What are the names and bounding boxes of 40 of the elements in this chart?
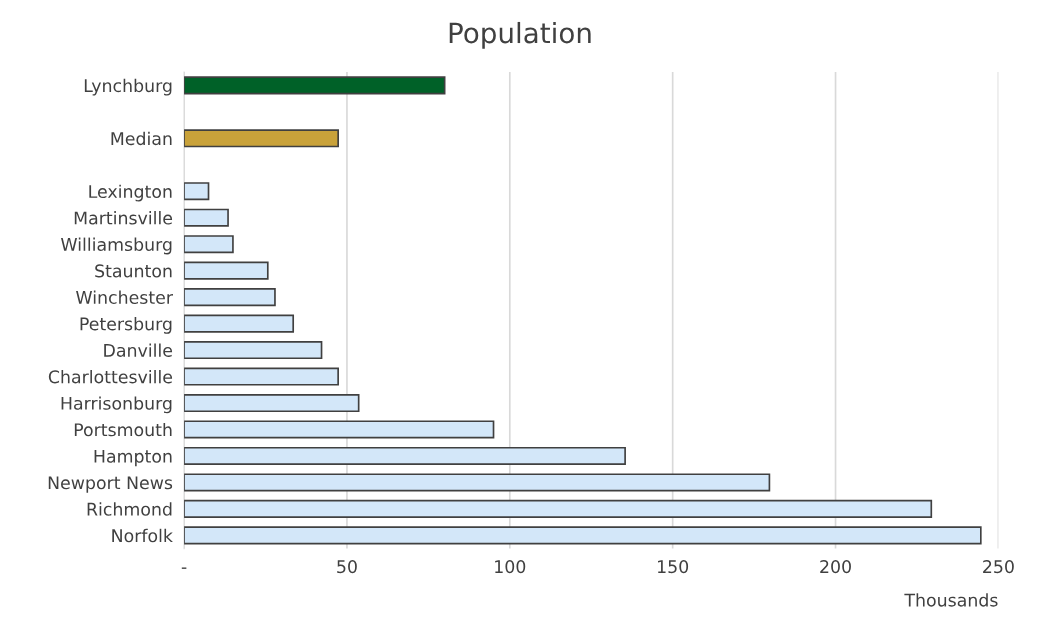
y-tick-label: Richmond bbox=[87, 502, 172, 516]
bar bbox=[184, 288, 276, 307]
x-tick-label: 100 bbox=[495, 560, 526, 574]
bar bbox=[184, 446, 626, 466]
y-tick-label: Norfolk bbox=[112, 528, 173, 543]
bar bbox=[184, 208, 229, 227]
bar bbox=[184, 526, 982, 545]
x-axis-title: Thousands bbox=[904, 593, 998, 607]
chart-title: Population bbox=[449, 21, 591, 49]
y-tick-label: Charlottesville bbox=[48, 369, 173, 384]
x-tick-label: 50 bbox=[337, 560, 357, 574]
bar bbox=[184, 499, 933, 518]
y-tick-label: Williamsburg bbox=[61, 237, 172, 255]
y-tick-label: Harrisonburg bbox=[61, 396, 172, 414]
bar bbox=[184, 393, 360, 413]
y-tick-label: Median bbox=[111, 131, 172, 146]
bar bbox=[184, 473, 771, 492]
x-tick-label: 250 bbox=[983, 560, 1014, 574]
y-tick-label: Lexington bbox=[89, 184, 172, 202]
bar bbox=[184, 341, 323, 360]
bar bbox=[184, 76, 446, 95]
bar bbox=[184, 367, 339, 386]
bar bbox=[184, 182, 210, 201]
y-tick-label: Danville bbox=[104, 343, 173, 357]
x-tick-label: 200 bbox=[820, 560, 851, 574]
y-tick-label: Lynchburg bbox=[84, 78, 172, 96]
y-tick-label: Staunton bbox=[95, 264, 172, 278]
y-tick-label: Petersburg bbox=[80, 317, 172, 334]
bar bbox=[184, 129, 339, 148]
y-tick-label: Hampton bbox=[94, 449, 172, 467]
y-tick-label: Winchester bbox=[76, 290, 173, 304]
bar bbox=[184, 314, 295, 333]
x-tick-label: - bbox=[181, 567, 187, 569]
y-tick-label: Martinsville bbox=[74, 211, 173, 225]
bar bbox=[184, 261, 269, 280]
bar bbox=[184, 420, 495, 439]
bar bbox=[184, 235, 234, 254]
y-tick-label: Newport News bbox=[48, 476, 173, 493]
x-tick-label: 150 bbox=[658, 560, 689, 574]
y-tick-label: Portsmouth bbox=[74, 422, 172, 437]
